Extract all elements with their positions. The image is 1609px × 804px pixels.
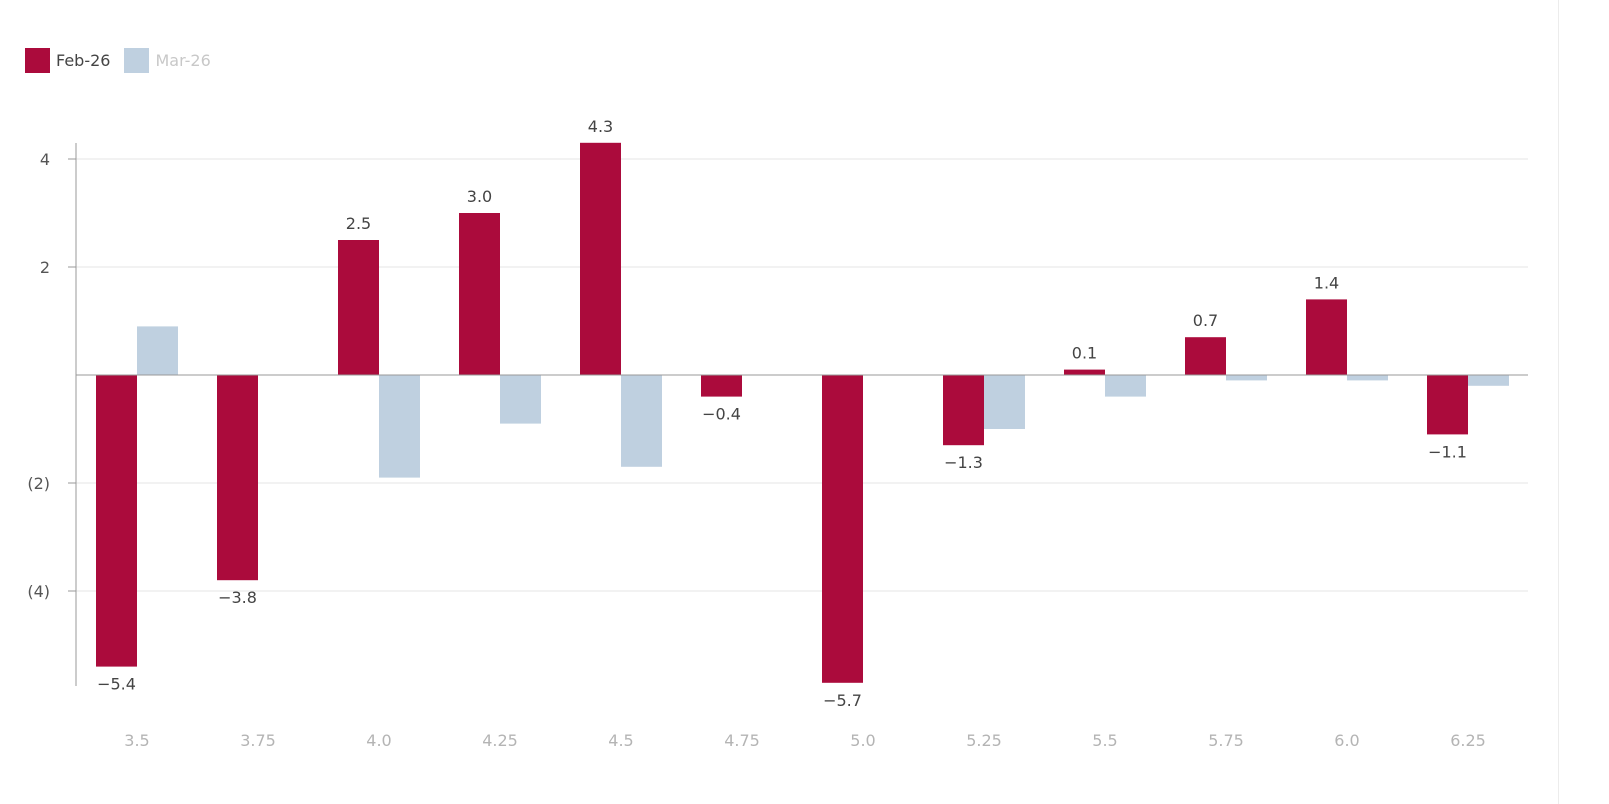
x-tick-label: 4.25: [482, 731, 518, 750]
bar-feb-26[interactable]: [217, 375, 258, 581]
data-label: 0.7: [1193, 311, 1218, 330]
bar-feb-26[interactable]: [943, 375, 984, 446]
data-label: 4.3: [588, 117, 613, 136]
bar-mar-26[interactable]: [984, 375, 1025, 429]
data-label: 3.0: [467, 187, 492, 206]
legend-swatch-feb-26: [25, 48, 50, 73]
bar-feb-26[interactable]: [459, 213, 500, 375]
legend-label-mar-26: Mar-26: [155, 51, 211, 70]
x-tick-label: 4.5: [608, 731, 633, 750]
x-tick-label: 3.75: [240, 731, 276, 750]
data-label: 1.4: [1314, 273, 1339, 292]
y-tick-label: 4: [40, 150, 50, 169]
bar-feb-26[interactable]: [822, 375, 863, 683]
bar-mar-26[interactable]: [1468, 375, 1509, 386]
data-label: −5.4: [97, 675, 136, 694]
bar-mar-26[interactable]: [1347, 375, 1388, 381]
bar-feb-26[interactable]: [338, 240, 379, 375]
x-tick-label: 5.75: [1208, 731, 1244, 750]
x-tick-label: 5.5: [1092, 731, 1117, 750]
bar-mar-26[interactable]: [137, 326, 178, 375]
bar-mar-26[interactable]: [621, 375, 662, 467]
bar-feb-26[interactable]: [1064, 369, 1105, 375]
data-label: −1.1: [1428, 442, 1467, 461]
bar-feb-26[interactable]: [1306, 299, 1347, 375]
bar-mar-26[interactable]: [379, 375, 420, 478]
data-label: 0.1: [1072, 344, 1097, 363]
y-tick-label: (2): [27, 474, 50, 493]
legend-item-mar-26[interactable]: Mar-26: [124, 48, 211, 73]
legend-swatch-mar-26: [124, 48, 150, 73]
bar-mar-26[interactable]: [500, 375, 541, 424]
y-tick-label: (4): [27, 582, 50, 601]
bar-feb-26[interactable]: [580, 142, 621, 375]
x-tick-label: 6.0: [1334, 731, 1359, 750]
bar-feb-26[interactable]: [701, 375, 742, 397]
data-label: −0.4: [702, 405, 741, 424]
x-tick-label: 3.5: [124, 731, 149, 750]
data-label: −3.8: [218, 588, 257, 607]
y-tick-label: 2: [40, 258, 50, 277]
x-tick-label: 6.25: [1450, 731, 1486, 750]
legend: Feb-26 Mar-26: [25, 48, 225, 73]
legend-item-feb-26[interactable]: Feb-26: [25, 48, 110, 73]
bar-mar-26[interactable]: [1105, 375, 1146, 397]
data-label: 2.5: [346, 214, 371, 233]
x-tick-label: 5.25: [966, 731, 1002, 750]
bar-feb-26[interactable]: [1185, 337, 1226, 375]
x-tick-label: 5.0: [850, 731, 875, 750]
legend-label-feb-26: Feb-26: [56, 51, 111, 70]
bar-mar-26[interactable]: [1226, 375, 1267, 381]
bar-feb-26[interactable]: [1427, 375, 1468, 435]
bar-feb-26[interactable]: [96, 375, 137, 667]
x-tick-label: 4.0: [366, 731, 391, 750]
x-tick-label: 4.75: [724, 731, 760, 750]
data-label: −1.3: [944, 453, 983, 472]
panel-border: [1558, 0, 1559, 804]
data-label: −5.7: [823, 691, 862, 710]
